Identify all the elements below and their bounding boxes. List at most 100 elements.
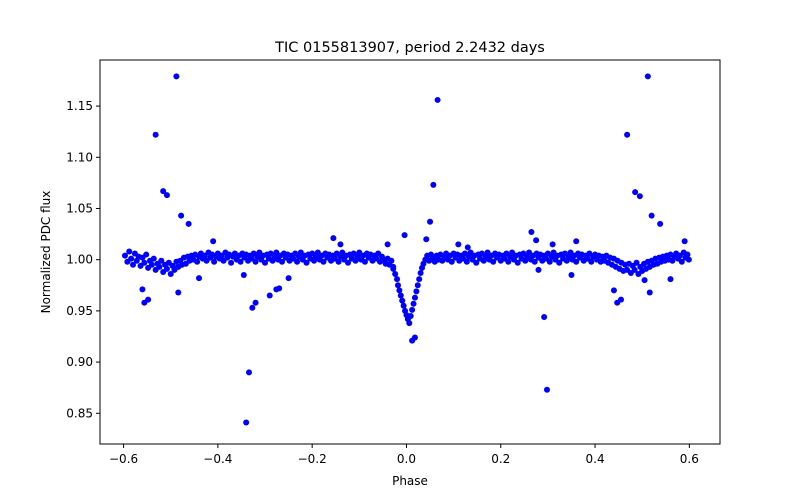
data-point: [401, 232, 408, 239]
data-point: [294, 258, 301, 265]
data-point: [644, 73, 651, 80]
data-point: [285, 275, 292, 282]
data-point: [624, 131, 631, 138]
data-point: [648, 212, 655, 219]
data-point: [533, 237, 540, 244]
data-point: [416, 276, 423, 283]
data-point: [681, 238, 688, 245]
data-point: [278, 258, 285, 265]
data-point: [211, 258, 218, 265]
data-point: [406, 320, 413, 327]
data-point: [237, 258, 244, 265]
data-point: [588, 258, 595, 265]
data-point: [126, 248, 133, 255]
y-tick-label: 1.00: [66, 253, 93, 267]
data-point: [143, 251, 150, 258]
data-point: [411, 294, 418, 301]
data-point: [145, 296, 152, 303]
data-point: [546, 258, 553, 265]
plot-area-frame: [99, 59, 721, 445]
data-point: [541, 314, 548, 321]
data-point: [549, 241, 556, 248]
data-point: [163, 192, 170, 199]
data-point: [573, 238, 580, 245]
data-point: [411, 334, 418, 341]
data-point: [414, 282, 421, 289]
data-point: [262, 259, 269, 266]
x-tick-label: −0.6: [109, 452, 138, 466]
y-tick-label: 0.95: [66, 304, 93, 318]
data-point: [196, 275, 203, 282]
data-point: [150, 255, 157, 262]
data-point: [399, 297, 406, 304]
y-axis-label: Normalized PDC flux: [39, 191, 53, 314]
data-point: [633, 259, 640, 266]
data-point: [394, 276, 401, 283]
data-point: [430, 181, 437, 188]
data-point: [448, 258, 455, 265]
data-point: [423, 236, 430, 243]
data-point: [384, 241, 391, 248]
data-point: [243, 419, 250, 426]
data-point: [337, 241, 344, 248]
y-tick-label: 0.90: [66, 355, 93, 369]
data-point: [240, 272, 247, 279]
y-axis-ticks: 0.85 0.90 0.95 1.00 1.05 1.10 1.15: [66, 99, 100, 420]
data-point: [413, 288, 420, 295]
data-point: [667, 276, 674, 283]
y-tick-label: 1.05: [66, 201, 93, 215]
x-axis-ticks: −0.6 −0.4 −0.2 0.0 0.2 0.4 0.6: [109, 444, 699, 466]
x-tick-label: −0.4: [203, 452, 232, 466]
data-point: [434, 96, 441, 103]
data-point: [345, 259, 351, 266]
data-point: [568, 272, 575, 279]
data-point: [303, 259, 310, 266]
data-point: [167, 271, 174, 278]
data-point: [407, 313, 414, 319]
data-point: [464, 244, 471, 251]
data-point: [160, 188, 167, 195]
data-point: [684, 251, 691, 258]
data-point: [490, 258, 497, 265]
x-tick-label: 0.0: [397, 452, 416, 466]
data-point: [228, 259, 235, 266]
data-point: [610, 287, 617, 294]
data-point: [455, 241, 462, 248]
data-point: [646, 289, 653, 296]
data-point: [252, 299, 259, 306]
x-tick-label: 0.4: [586, 452, 605, 466]
x-tick-label: 0.2: [491, 452, 510, 466]
data-point: [531, 258, 538, 265]
data-point: [175, 289, 182, 296]
chart-title: TIC 0155813907, period 2.2432 days: [274, 40, 545, 56]
data-point: [249, 304, 256, 311]
data-point: [657, 220, 664, 227]
data-point: [396, 287, 403, 294]
data-point: [320, 258, 327, 265]
x-tick-label: −0.2: [298, 452, 327, 466]
data-point: [156, 263, 163, 270]
data-point: [473, 259, 480, 266]
data-point: [121, 252, 128, 259]
data-point: [617, 296, 624, 303]
y-tick-label: 1.15: [66, 99, 93, 113]
data-point: [528, 229, 535, 236]
data-point: [410, 300, 417, 307]
data-point: [276, 285, 283, 292]
data-point: [141, 259, 148, 266]
data-point: [392, 271, 399, 278]
data-point: [556, 259, 563, 266]
data-point: [535, 266, 542, 273]
data-point: [330, 235, 337, 242]
data-point: [400, 302, 407, 309]
data-point: [148, 261, 155, 268]
data-point: [210, 238, 217, 245]
data-point: [128, 255, 135, 262]
x-axis-label: Phase: [392, 474, 428, 488]
data-point: [397, 292, 404, 299]
x-tick-label: 0.6: [680, 452, 699, 466]
data-point: [390, 263, 397, 270]
data-point: [505, 258, 512, 265]
data-point: [152, 131, 159, 138]
